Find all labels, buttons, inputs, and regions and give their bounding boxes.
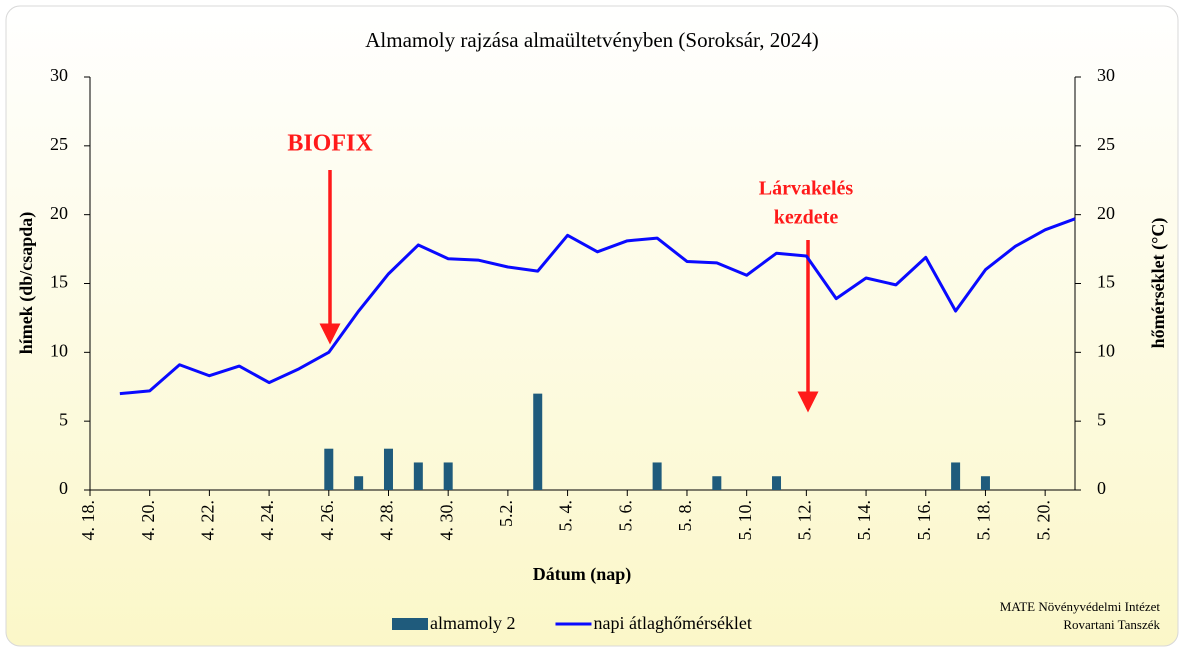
x-tick-label: 5. 14. — [854, 500, 874, 541]
x-tick-label: 5. 10. — [735, 500, 755, 541]
x-tick-label: 5. 18. — [974, 500, 994, 541]
y-tick-label: 30 — [50, 65, 68, 85]
x-tick-label: 5.2. — [496, 500, 516, 527]
y-tick-label: 15 — [50, 272, 68, 292]
legend-label: napi átlaghőmérséklet — [593, 613, 751, 633]
background — [5, 5, 1179, 647]
x-tick-label: 5. 4. — [556, 500, 576, 532]
y2-tick-label: 15 — [1097, 272, 1115, 292]
bar — [354, 476, 364, 490]
bar — [980, 476, 990, 490]
annotation: BIOFIX — [287, 131, 373, 157]
x-tick-label: 4. 20. — [138, 500, 158, 541]
y2-tick-label: 25 — [1097, 134, 1115, 154]
bar — [772, 476, 782, 490]
bar — [652, 462, 662, 490]
y2-tick-label: 10 — [1097, 340, 1115, 360]
x-axis-label: Dátum (nap) — [533, 564, 632, 585]
y-tick-label: 0 — [59, 478, 68, 498]
legend-swatch — [392, 618, 428, 630]
legend-label: almamoly 2 — [430, 613, 515, 633]
x-tick-label: 5. 6. — [615, 500, 635, 532]
y-tick-label: 5 — [59, 409, 68, 429]
y2-tick-label: 30 — [1097, 65, 1115, 85]
bar — [712, 476, 722, 490]
bar — [324, 448, 334, 490]
bar — [443, 462, 453, 490]
y2-tick-label: 5 — [1097, 409, 1106, 429]
x-tick-label: 5. 8. — [675, 500, 695, 532]
x-tick-label: 4. 28. — [377, 500, 397, 541]
y2-tick-label: 0 — [1097, 478, 1106, 498]
bar — [413, 462, 423, 490]
y-axis-label: hímek (db/csapda) — [16, 212, 37, 355]
bar — [383, 448, 393, 490]
annotation: Lárvakelés — [759, 178, 854, 200]
bar — [951, 462, 961, 490]
y-tick-label: 25 — [50, 134, 68, 154]
credit: MATE Növényvédelmi Intézet — [1000, 599, 1161, 614]
x-tick-label: 4. 24. — [257, 500, 277, 541]
chart-title: Almamoly rajzása almaültetvényben (Sorok… — [365, 28, 818, 52]
line — [119, 217, 1076, 396]
x-tick-label: 5. 16. — [914, 500, 934, 541]
bar — [533, 393, 543, 490]
x-tick-label: 5. 12. — [794, 500, 814, 541]
y2-axis-label: hőmérséklet (°C) — [1148, 218, 1169, 349]
y2-tick-label: 20 — [1097, 203, 1115, 223]
credit: Rovartani Tanszék — [1063, 617, 1160, 632]
x-tick-label: 5. 20. — [1033, 500, 1053, 541]
y-tick-label: 20 — [50, 203, 68, 223]
y-tick-label: 10 — [50, 340, 68, 360]
annotation: kezdete — [774, 207, 839, 229]
x-tick-label: 4. 30. — [436, 500, 456, 541]
x-tick-label: 4. 26. — [317, 500, 337, 541]
x-tick-label: 4. 18. — [78, 500, 98, 541]
x-tick-label: 4. 22. — [198, 500, 218, 541]
